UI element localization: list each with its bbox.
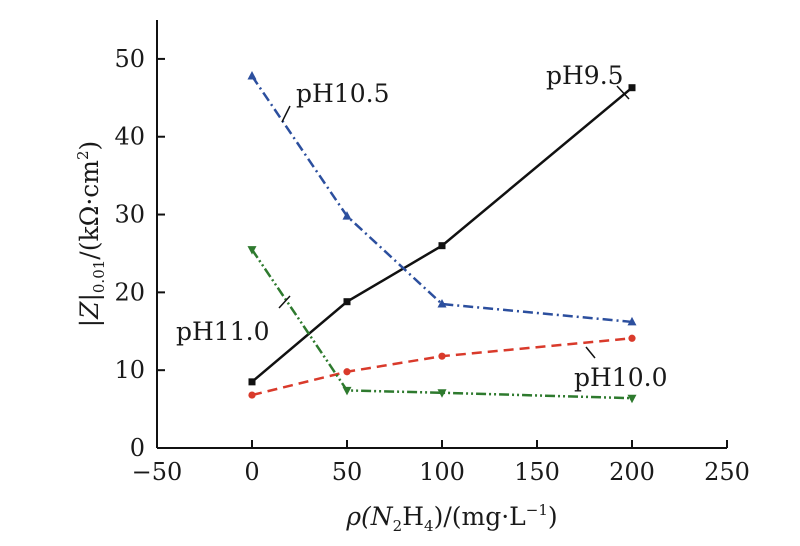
x-axis-title: ρ(N2H4)/(mg·L−1)	[345, 501, 557, 535]
series-ph11-0	[247, 246, 637, 404]
data-point	[247, 246, 257, 255]
data-point	[628, 334, 636, 342]
x-title-mid: H	[402, 502, 424, 531]
y-title-end: /(kΩ·cm	[75, 160, 104, 260]
x-title-close: )	[548, 502, 558, 531]
x-title-sub2: 4	[424, 517, 434, 535]
data-point	[628, 84, 636, 92]
series-label-ph10-5: pH10.5	[296, 79, 389, 108]
x-tick-label: 0	[244, 458, 259, 486]
x-title-sub1: 2	[393, 517, 403, 535]
data-point	[248, 378, 256, 386]
data-point	[438, 352, 446, 360]
x-title-end: )/(mg·L	[434, 502, 526, 531]
series-ph9-5	[248, 84, 636, 386]
x-tick-label: 150	[514, 458, 560, 486]
y-title-close: )	[75, 141, 104, 151]
series-line	[251, 86, 633, 383]
x-tick-label: 100	[419, 458, 465, 486]
data-point	[627, 316, 637, 326]
x-title-main: ρ(N	[345, 502, 393, 531]
y-tick-label: 10	[114, 356, 145, 384]
series-line	[251, 337, 633, 397]
label-leaders	[278, 85, 630, 359]
leader-ph10-5	[281, 105, 291, 123]
leader-ph10-0	[585, 346, 596, 359]
data-point	[627, 394, 637, 404]
data-point	[342, 386, 352, 396]
data-point	[343, 298, 351, 306]
data-point	[342, 211, 352, 220]
x-tick-label: 200	[609, 458, 655, 486]
leader-ph9-5	[616, 85, 630, 100]
data-point	[343, 368, 351, 376]
data-point	[247, 71, 257, 80]
series-line	[250, 248, 633, 400]
data-point	[437, 299, 447, 308]
data-point	[248, 391, 256, 399]
data-point	[438, 242, 446, 250]
series-label-ph11-0: pH11.0	[176, 317, 269, 346]
x-tick-label: 50	[332, 458, 363, 486]
series-layer	[247, 71, 637, 404]
series-labels: pH9.5 pH10.0 pH10.5 pH11.0	[176, 61, 667, 392]
series-line	[250, 75, 633, 324]
x-title-sup: −1	[526, 501, 548, 519]
series-label-ph9-5: pH9.5	[546, 61, 624, 90]
x-tick-label: 250	[704, 458, 750, 486]
y-title-sub: 0.01	[90, 260, 108, 293]
svg-text:|Z|0.01/(kΩ·cm2): |Z|0.01/(kΩ·cm2)	[74, 141, 108, 328]
x-tick-label: −50	[132, 458, 183, 486]
series-ph10-5	[247, 71, 637, 326]
y-tick-label: 50	[114, 45, 145, 73]
series-ph10-0	[248, 334, 636, 399]
y-axis-title: |Z|0.01/(kΩ·cm2)	[74, 141, 108, 328]
y-tick-label: 40	[114, 123, 145, 151]
data-point	[437, 389, 447, 398]
y-tick-label: 20	[114, 278, 145, 306]
svg-text:ρ(N2H4)/(mg·L−1): ρ(N2H4)/(mg·L−1)	[345, 501, 557, 535]
series-label-ph10-0: pH10.0	[574, 363, 667, 392]
y-tick-label: 0	[130, 434, 145, 462]
y-title-sup: 2	[74, 150, 92, 160]
y-tick-label: 30	[114, 201, 145, 229]
leader-ph11-0	[278, 295, 291, 309]
y-title-main: |Z|	[75, 293, 105, 327]
